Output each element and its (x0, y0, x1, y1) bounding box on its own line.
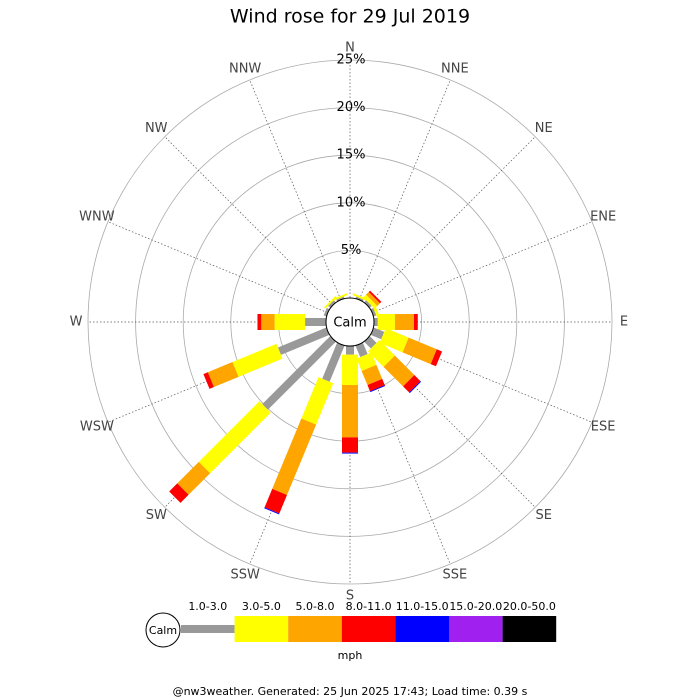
legend-calm-label: Calm (149, 624, 177, 637)
calm-circle (325, 297, 375, 347)
legend-label: 15.0-20.0 (449, 600, 502, 613)
legend-swatch (395, 616, 449, 642)
rose-segment (371, 303, 381, 320)
direction-label: E (620, 315, 628, 330)
legend-swatch (234, 616, 289, 642)
legend-label: 8.0-11.0 (346, 600, 392, 613)
direction-label: SSE (442, 568, 467, 583)
rose-segment (207, 362, 239, 388)
rose-segment (352, 293, 369, 302)
direction-label: NNE (441, 61, 469, 76)
r-tick-label: 15% (337, 148, 366, 163)
rose-segment (203, 372, 214, 389)
direction-label: NW (145, 121, 168, 136)
legend-calm (145, 612, 181, 648)
spoke (349, 136, 536, 323)
r-tick-label: 5% (341, 243, 362, 258)
rose-segment (324, 296, 337, 309)
spoke (349, 321, 593, 423)
rose-segment (361, 364, 383, 386)
rose-segment (430, 349, 443, 367)
direction-label: S (346, 589, 354, 604)
direction-label: ESE (591, 419, 616, 434)
direction-label: N (345, 41, 355, 56)
rose-segment (367, 378, 385, 392)
direction-label: NE (535, 121, 553, 136)
legend-label: 3.0-5.0 (242, 600, 281, 613)
r-tick-label: 25% (337, 53, 366, 68)
legend-unit: mph (338, 649, 363, 662)
rose-segment (409, 381, 422, 394)
r-tick-label: 10% (337, 195, 366, 210)
rose-segment (364, 336, 377, 349)
rose-segment (368, 290, 382, 304)
legend-label: 5.0-8.0 (296, 600, 335, 613)
rose-segment (262, 336, 336, 410)
spoke (349, 221, 593, 323)
rose-segment (402, 337, 437, 365)
spoke (349, 79, 451, 323)
rose-segment (169, 483, 189, 503)
grid-ring (182, 154, 518, 490)
rose-segment (322, 342, 345, 382)
rose-segment (198, 401, 271, 474)
spoke (249, 79, 351, 323)
legend-label: 1.0-3.0 (188, 600, 227, 613)
rose-segment (356, 352, 377, 371)
chart-title: Wind rose for 29 Jul 2019 (230, 6, 470, 28)
rose-segment (331, 293, 348, 302)
r-tick-label: 20% (337, 100, 366, 115)
direction-label: WSW (80, 419, 114, 434)
legend-swatch (502, 616, 557, 642)
direction-label: ENE (590, 210, 616, 225)
rose-segment (379, 328, 409, 353)
rose-segment (383, 355, 415, 387)
spoke (349, 321, 536, 508)
direction-label: SSW (230, 568, 260, 583)
spoke (164, 136, 351, 323)
direction-label: SE (536, 508, 552, 523)
legend-label: 20.0-50.0 (503, 600, 556, 613)
rose-segment (277, 327, 330, 355)
direction-label: SW (146, 508, 167, 523)
direction-label: NNW (229, 61, 261, 76)
grid-ring (87, 59, 613, 585)
footer: @nw3weather. Generated: 25 Jun 2025 17:4… (173, 685, 528, 698)
rose-segment (264, 488, 288, 514)
rose-segment (177, 461, 211, 495)
legend-label: 11.0-15.0 (396, 600, 449, 613)
spoke (107, 221, 351, 323)
rose-segment (363, 294, 378, 309)
rose-segment (403, 375, 421, 393)
direction-label: WNW (79, 210, 115, 225)
legend-swatch (449, 616, 503, 642)
rose-segment (370, 327, 385, 340)
rose-segment (301, 377, 334, 425)
calm-label: Calm (333, 316, 366, 331)
rose-segment (355, 342, 368, 358)
legend-swatch (288, 616, 342, 642)
rose-segment (368, 340, 395, 367)
spoke (349, 321, 451, 565)
legend-swatch (341, 616, 396, 642)
direction-label: W (70, 315, 83, 330)
rose-segment (366, 291, 381, 306)
rose-segment (272, 418, 317, 495)
rose-segment (232, 343, 283, 377)
